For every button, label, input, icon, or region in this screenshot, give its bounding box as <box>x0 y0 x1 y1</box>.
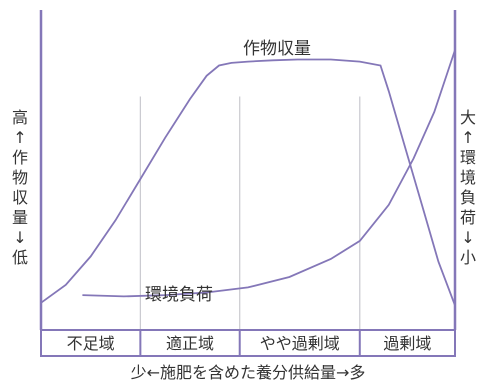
zone-dividers <box>139 96 361 330</box>
left-axis-label-char-0: 高 <box>12 108 28 127</box>
right-axis-label-char-3: 境 <box>460 168 476 187</box>
zone-label-3: やや過剰域 <box>260 334 340 353</box>
left-axis-label-char-3: 物 <box>12 168 28 187</box>
zone-box <box>40 329 456 357</box>
curve-label-crop-yield: 作物収量 <box>243 39 311 59</box>
left-axis-label-char-6: ↓ <box>13 228 26 247</box>
series-line-crop-yield <box>40 58 456 306</box>
left-axis-label-char-7: 低 <box>12 248 28 267</box>
right-axis-label-char-4: 負 <box>460 188 476 207</box>
zone-label-4: 過剰域 <box>383 334 431 353</box>
series-line-environmental-load <box>82 49 456 298</box>
x-axis-label: 少←施肥を含めた養分供給量→多 <box>131 363 366 382</box>
zone-label-1: 不足域 <box>67 334 115 353</box>
left-axis-label-char-4: 収 <box>12 188 28 207</box>
right-axis-label-char-0: 大 <box>460 108 476 127</box>
left-axis-label-char-5: 量 <box>12 208 28 227</box>
left-axis-label: 高↑作物収量↓低 <box>12 108 28 267</box>
right-axis-label-char-6: ↓ <box>461 228 474 247</box>
left-axis-label-char-2: 作 <box>12 148 28 167</box>
left-axis-label-char-1: ↑ <box>13 128 26 147</box>
right-axis-label-char-2: 環 <box>460 148 476 167</box>
curve-label-environmental-load: 環境負荷 <box>145 285 213 305</box>
zone-separators <box>139 330 361 356</box>
right-axis-label-char-5: 荷 <box>460 208 476 227</box>
right-axis-label: 大↑環境負荷↓小 <box>460 108 476 267</box>
right-axis-label-char-7: 小 <box>460 248 476 267</box>
zone-labels: 不足域 適正域 やや過剰域 過剰域 <box>67 334 432 353</box>
right-axis-label-char-1: ↑ <box>461 128 474 147</box>
zone-label-2: 適正域 <box>166 334 214 353</box>
